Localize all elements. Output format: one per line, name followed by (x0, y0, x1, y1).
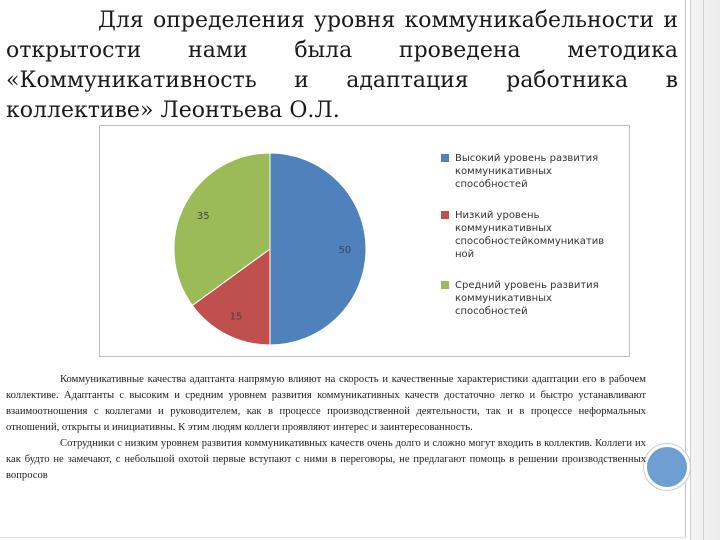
pie-slice-1 (269, 152, 367, 346)
pie-data-label-3: 35 (197, 211, 210, 222)
legend-label-1: Высокий уровень развития коммуникативных… (455, 153, 599, 190)
legend-label-2: Низкий уровень коммуникативных способнос… (455, 210, 605, 260)
pie-chart: 50 15 35 (173, 152, 367, 346)
legend-swatch-2 (441, 211, 449, 219)
legend-swatch-3 (441, 281, 449, 289)
legend-item-3: Средний уровень развития коммуникативных… (441, 279, 626, 318)
pie-data-label-2: 15 (230, 312, 243, 323)
pie-chart-container: 50 15 35 Высокий уровень развития коммуник… (99, 125, 630, 357)
slide-side-band (690, 0, 720, 540)
legend-item-1: Высокий уровень развития коммуникативных… (441, 152, 626, 191)
paragraph-2: Сотрудники с низким уровнем развития ком… (6, 438, 646, 481)
chart-legend: Высокий уровень развития коммуникативных… (441, 152, 626, 336)
decorative-circle (644, 444, 690, 490)
pie-slice-2 (191, 248, 271, 346)
legend-swatch-1 (441, 154, 449, 162)
legend-label-3: Средний уровень развития коммуникативных… (455, 280, 599, 317)
legend-item-2: Низкий уровень коммуникативных способнос… (441, 209, 626, 261)
pie-data-label-1: 50 (339, 245, 352, 256)
slide-heading: Для определения уровня коммуникабельност… (6, 8, 678, 123)
pie-slice-3 (173, 152, 271, 307)
slide-frame (0, 0, 686, 538)
paragraph-1: Коммуникативные качества адаптанта напря… (6, 374, 646, 433)
body-text: Коммуникативные качества адаптанта напря… (6, 372, 646, 484)
side-band-line (703, 0, 704, 540)
